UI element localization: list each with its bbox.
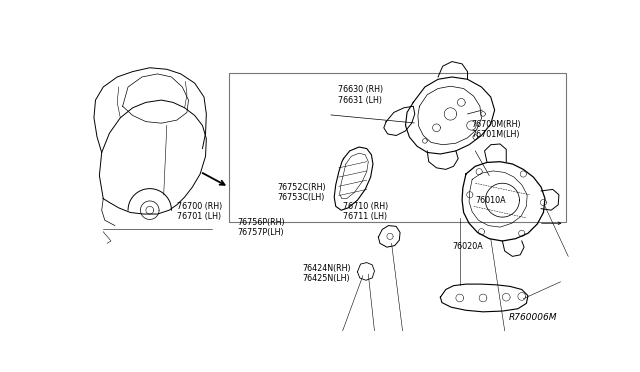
Text: 76756P(RH): 76756P(RH) — [237, 218, 285, 227]
Text: 76630 (RH): 76630 (RH) — [338, 84, 383, 93]
Text: 76757P(LH): 76757P(LH) — [237, 228, 284, 237]
Text: 76425N(LH): 76425N(LH) — [302, 273, 350, 283]
Text: 76701 (LH): 76701 (LH) — [177, 212, 221, 221]
Text: 76020A: 76020A — [452, 242, 483, 251]
Text: 76700 (RH): 76700 (RH) — [177, 202, 222, 211]
Text: R760006M: R760006M — [509, 314, 557, 323]
Text: 76752C(RH): 76752C(RH) — [277, 183, 326, 192]
Bar — [229, 73, 566, 222]
Text: 76711 (LH): 76711 (LH) — [343, 212, 387, 221]
Text: 76710 (RH): 76710 (RH) — [343, 202, 388, 211]
Text: 76631 (LH): 76631 (LH) — [338, 96, 382, 105]
Text: 76700M(RH): 76700M(RH) — [472, 121, 522, 129]
Text: 76010A: 76010A — [476, 196, 506, 205]
Text: 76424N(RH): 76424N(RH) — [302, 264, 351, 273]
Text: 76701M(LH): 76701M(LH) — [472, 130, 520, 140]
Text: 76753C(LH): 76753C(LH) — [277, 193, 324, 202]
